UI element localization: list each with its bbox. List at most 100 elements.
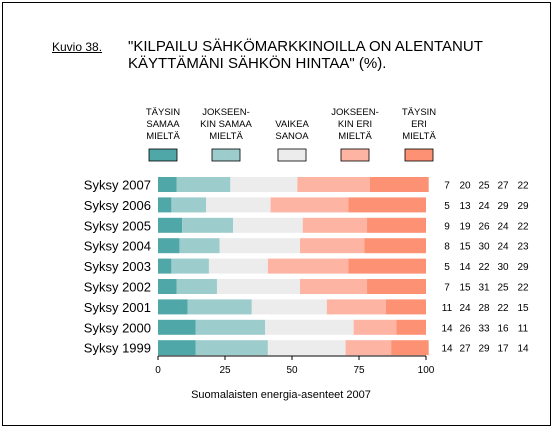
- value-label-3-1: 15: [459, 242, 471, 253]
- value-label-2-2: 26: [478, 221, 490, 232]
- category-label-0: Syksy 2007: [84, 178, 151, 193]
- value-label-7-0: 14: [441, 323, 453, 334]
- bar-6-seg-1: [187, 299, 252, 315]
- value-label-4-1: 14: [459, 262, 471, 273]
- value-label-1-0: 5: [444, 201, 450, 212]
- bar-8-seg-0: [158, 340, 196, 356]
- bar-3-seg-4: [364, 238, 426, 254]
- bar-8-seg-2: [267, 340, 346, 356]
- value-label-4-2: 22: [478, 262, 490, 273]
- value-label-5-0: 7: [444, 283, 450, 294]
- category-label-3: Syksy 2004: [84, 239, 151, 254]
- bar-3-seg-2: [219, 238, 301, 254]
- bar-5-seg-2: [216, 279, 301, 294]
- legend-label-3-line-1: KIN ERI: [338, 119, 372, 130]
- figure-label: Kuvio 38.: [52, 40, 103, 54]
- legend-swatch-4: [404, 148, 434, 162]
- bar-7-seg-4: [396, 319, 426, 335]
- value-label-2-1: 19: [459, 221, 471, 232]
- category-label-8: Syksy 1999: [84, 341, 151, 356]
- legend-label-0-line-2: MIELTÄ: [146, 131, 180, 142]
- value-label-2-4: 22: [517, 221, 529, 232]
- bar-7-seg-2: [265, 319, 354, 335]
- value-label-1-1: 13: [459, 201, 471, 212]
- bar-4-seg-1: [171, 258, 209, 274]
- value-label-2-3: 24: [497, 221, 509, 232]
- legend-label-0-line-0: TÄYSIN: [146, 107, 180, 118]
- value-label-6-1: 24: [459, 303, 471, 314]
- value-label-8-2: 29: [478, 344, 490, 355]
- bar-4-seg-4: [348, 258, 426, 274]
- legend-label-4-line-0: TÄYSIN: [402, 107, 436, 118]
- x-tick-label-4: 100: [418, 365, 435, 376]
- bar-6-seg-4: [385, 299, 426, 315]
- bar-8-seg-1: [195, 340, 268, 356]
- bar-7-seg-0: [158, 319, 196, 335]
- bar-3-seg-0: [158, 238, 180, 254]
- chart-title: "KILPAILU SÄHKÖMARKKINOILLA ON ALENTANUT…: [128, 38, 483, 72]
- bar-1-seg-0: [158, 197, 172, 213]
- value-label-8-3: 17: [497, 344, 509, 355]
- value-label-5-2: 31: [478, 283, 490, 294]
- value-label-6-2: 28: [478, 303, 490, 314]
- value-label-0-2: 25: [478, 181, 490, 192]
- category-label-1: Syksy 2006: [84, 198, 151, 213]
- legend-label-1-line-0: JOKSEEN-: [202, 107, 250, 118]
- bar-3-seg-3: [300, 238, 365, 254]
- category-label-4: Syksy 2003: [84, 259, 151, 274]
- bar-1-seg-1: [171, 197, 207, 213]
- legend-swatch-2: [277, 148, 307, 162]
- value-label-3-2: 30: [478, 242, 490, 253]
- bar-6-seg-3: [326, 299, 386, 315]
- value-label-1-4: 29: [517, 201, 529, 212]
- bar-0-seg-1: [176, 177, 231, 192]
- category-label-6: Syksy 2001: [84, 300, 151, 315]
- value-label-1-2: 24: [478, 201, 490, 212]
- value-label-7-2: 33: [478, 323, 490, 334]
- legend-label-0-line-1: SAMAA: [146, 119, 180, 130]
- bar-1-seg-4: [348, 197, 426, 213]
- chart-frame: [2, 2, 551, 426]
- bar-1-seg-3: [270, 197, 349, 213]
- value-label-6-3: 22: [497, 303, 509, 314]
- category-label-2: Syksy 2005: [84, 218, 151, 233]
- legend-label-1-line-2: MIELTÄ: [209, 131, 243, 142]
- value-label-3-3: 24: [497, 242, 509, 253]
- x-tick-label-0: 0: [155, 365, 161, 376]
- value-label-8-4: 14: [517, 344, 529, 355]
- bar-5-seg-1: [176, 279, 217, 294]
- value-label-0-4: 22: [517, 181, 529, 192]
- legend-label-4-line-1: ERI: [411, 119, 427, 130]
- bar-3-seg-1: [179, 238, 220, 254]
- value-label-5-4: 22: [517, 283, 529, 294]
- value-label-1-3: 29: [497, 201, 509, 212]
- value-label-0-0: 7: [444, 181, 450, 192]
- bar-2-seg-3: [302, 217, 368, 233]
- bar-0-seg-2: [230, 177, 298, 192]
- x-tick-label-3: 75: [353, 365, 365, 376]
- legend-label-2-line-0: VAIKEA: [275, 119, 309, 130]
- category-label-7: Syksy 2000: [84, 320, 151, 335]
- x-tick-label-2: 50: [286, 365, 298, 376]
- value-label-0-1: 20: [459, 181, 471, 192]
- value-label-4-4: 29: [517, 262, 529, 273]
- legend-label-1-line-1: KIN SAMAA: [200, 119, 252, 130]
- value-label-7-3: 16: [497, 323, 509, 334]
- bar-2-seg-2: [233, 217, 303, 233]
- bar-5-seg-4: [367, 279, 426, 294]
- source-note: Suomalaisten energia-asenteet 2007: [191, 389, 371, 401]
- value-label-3-4: 23: [517, 242, 529, 253]
- bar-4-seg-0: [158, 258, 172, 274]
- bar-6-seg-0: [158, 299, 188, 315]
- bar-2-seg-0: [158, 217, 183, 233]
- bar-8-seg-4: [391, 340, 429, 356]
- legend-label-3-line-2: MIELTÄ: [338, 131, 372, 142]
- category-label-5: Syksy 2002: [84, 280, 151, 295]
- value-label-5-1: 15: [459, 283, 471, 294]
- value-label-0-3: 27: [497, 181, 509, 192]
- value-label-6-0: 11: [442, 303, 453, 314]
- bar-5-seg-0: [158, 279, 177, 294]
- value-label-7-4: 11: [518, 323, 529, 334]
- bar-4-seg-2: [208, 258, 268, 274]
- bar-5-seg-3: [300, 279, 368, 294]
